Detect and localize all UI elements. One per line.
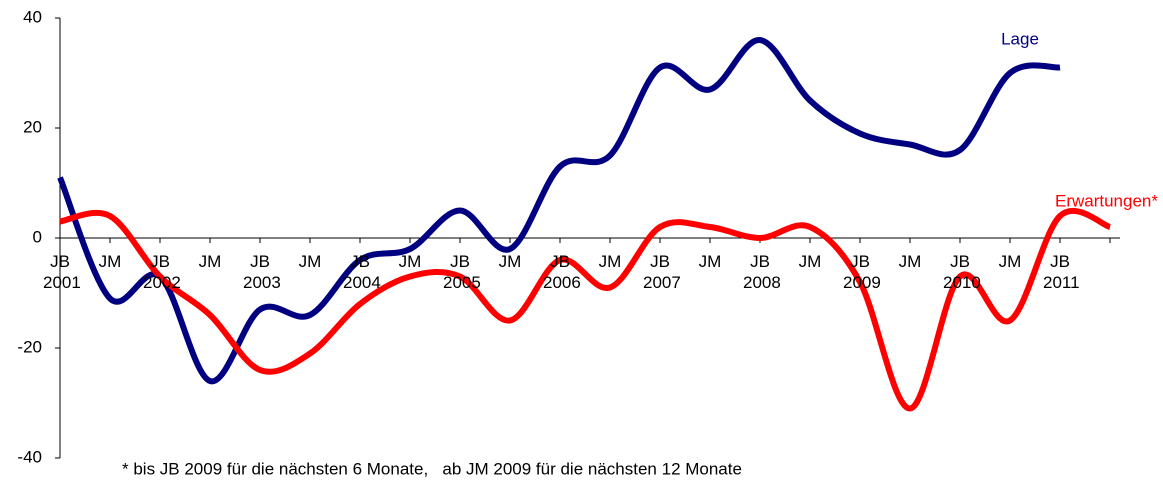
x-tick-label: JM xyxy=(398,252,422,271)
x-tick-label: JB 2009 xyxy=(843,252,881,292)
x-tick-label: JB 2004 xyxy=(343,252,381,292)
y-tick-label: 0 xyxy=(33,227,42,246)
x-tick-label: JM xyxy=(898,252,922,271)
x-tick-label: JB 2006 xyxy=(543,252,581,292)
x-tick-label: JM xyxy=(198,252,222,271)
x-tick-label: JM xyxy=(698,252,722,271)
x-tick-label: JM xyxy=(598,252,622,271)
x-tick-label: JM xyxy=(798,252,822,271)
y-tick-label: 20 xyxy=(23,117,42,136)
x-tick-label: JB 2011 xyxy=(1043,252,1080,292)
x-tick-label: JB 2010 xyxy=(943,252,981,292)
x-tick-label: JB 2002 xyxy=(143,252,181,292)
footnote: * bis JB 2009 für die nächsten 6 Monate,… xyxy=(122,459,742,478)
y-tick-label: 40 xyxy=(23,7,42,26)
x-tick-label: JM xyxy=(298,252,322,271)
series-label: Lage xyxy=(1001,29,1039,48)
x-tick-label: JB 2005 xyxy=(443,252,481,292)
x-tick-label: JB 2001 xyxy=(43,252,81,292)
series-label: Erwartungen* xyxy=(1055,191,1158,210)
x-tick-label: JM xyxy=(98,252,122,271)
y-tick-label: -40 xyxy=(17,447,42,466)
x-tick-label: JB 2008 xyxy=(743,252,781,292)
y-tick-label: -20 xyxy=(17,337,42,356)
line xyxy=(57,37,1061,385)
x-tick-label: JM xyxy=(998,252,1022,271)
x-tick-label: JB 2007 xyxy=(643,252,681,292)
x-tick-label: JB 2003 xyxy=(243,252,281,292)
line xyxy=(59,207,1112,412)
x-tick-label: JM xyxy=(498,252,522,271)
